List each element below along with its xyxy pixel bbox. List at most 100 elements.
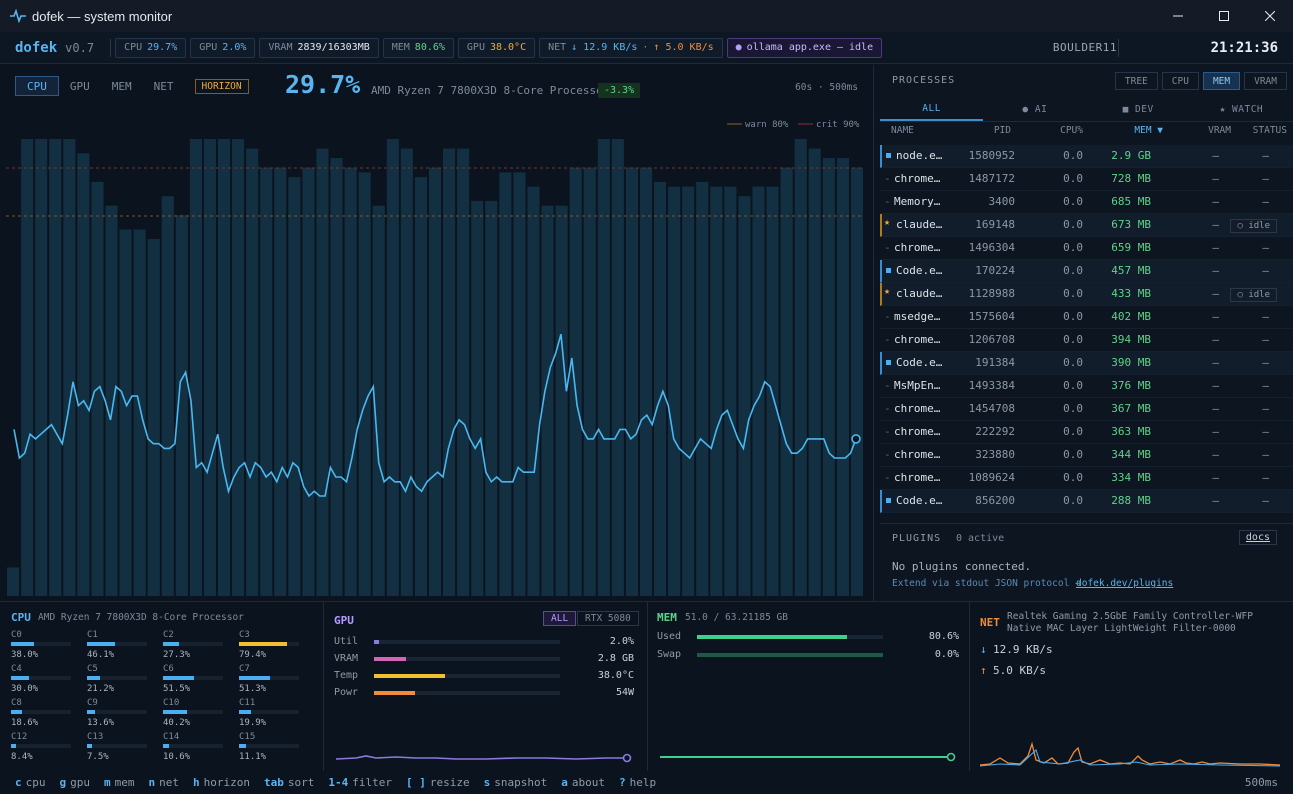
- vram-stat-value: 2839/16303MB: [297, 42, 370, 53]
- tab-gpu[interactable]: GPU: [69, 79, 90, 93]
- chart-bar: [569, 167, 582, 596]
- vram-stat-pill[interactable]: VRAM 2839/16303MB: [259, 37, 379, 58]
- keybind-cpu[interactable]: c cpu: [15, 776, 60, 789]
- keybind-mem[interactable]: m mem: [104, 776, 149, 789]
- docs-button[interactable]: docs: [1238, 530, 1277, 545]
- process-row[interactable]: - chrome… 1496304 0.0 659 MB — —: [880, 237, 1293, 260]
- col-vram[interactable]: VRAM: [1208, 125, 1231, 136]
- process-vram: —: [1212, 218, 1219, 231]
- keybind-about[interactable]: a about: [561, 776, 619, 789]
- chart-bar: [218, 139, 231, 596]
- col-cpu[interactable]: CPU%: [1060, 125, 1083, 136]
- chart-bar: [232, 139, 245, 596]
- keybind-resize[interactable]: [ ] resize: [406, 776, 484, 789]
- view-mem-button[interactable]: MEM: [1202, 72, 1241, 90]
- tab-mem[interactable]: MEM: [111, 79, 132, 93]
- horizon-toggle[interactable]: HORIZON: [194, 78, 249, 94]
- chart-bar: [541, 205, 554, 596]
- keybind-gpu[interactable]: g gpu: [60, 776, 105, 789]
- net-panel: NET Realtek Gaming 2.5GbE Family Control…: [970, 601, 1293, 771]
- col-pid[interactable]: PID: [993, 125, 1011, 136]
- process-mem: 2.9 GB: [1111, 149, 1151, 162]
- mem-stat-pill[interactable]: MEM 80.6%: [382, 37, 454, 58]
- core-id: C4: [11, 664, 22, 674]
- filter-all[interactable]: ALL: [880, 98, 984, 121]
- cpu-stat-pill[interactable]: CPU 29.7%: [115, 37, 187, 58]
- close-button[interactable]: [1247, 0, 1293, 32]
- divider: [1118, 38, 1119, 57]
- process-status-badge: ○ idle: [1230, 288, 1277, 302]
- chart-bar: [625, 167, 638, 596]
- process-row[interactable]: - chrome… 1454708 0.0 367 MB — —: [880, 398, 1293, 421]
- process-row[interactable]: - chrome… 1089624 0.0 334 MB — —: [880, 467, 1293, 490]
- gpu-all-button[interactable]: ALL: [543, 611, 577, 626]
- process-row[interactable]: - MsMpEn… 1493384 0.0 376 MB — —: [880, 375, 1293, 398]
- view-vram-button[interactable]: VRAM: [1244, 72, 1287, 90]
- gpu-temp-pill[interactable]: GPU 38.0°C: [457, 37, 536, 58]
- gpu-metric-value: 54W: [615, 687, 634, 698]
- process-row[interactable]: - chrome… 222292 0.0 363 MB — —: [880, 421, 1293, 444]
- core-percent: 8.4%: [11, 752, 33, 762]
- gpu-rtx-button[interactable]: RTX 5080: [577, 611, 639, 626]
- keybind-help[interactable]: ? help: [619, 776, 670, 789]
- process-name: chrome…: [894, 471, 941, 484]
- maximize-button[interactable]: [1201, 0, 1247, 32]
- cpu-big-percent: 29.7%: [285, 70, 361, 99]
- core-percent: 27.3%: [163, 650, 191, 660]
- chart-bar: [682, 186, 695, 596]
- chart-bar: [724, 186, 737, 596]
- view-tree-button[interactable]: TREE: [1114, 72, 1158, 90]
- process-status: —: [1262, 195, 1269, 208]
- process-row[interactable]: Code.e… 170224 0.0 457 MB — —: [880, 260, 1293, 283]
- process-row[interactable]: - msedge… 1575604 0.0 402 MB — —: [880, 306, 1293, 329]
- chart-bar: [429, 167, 442, 596]
- core-bar: [11, 642, 71, 646]
- process-row[interactable]: Code.e… 191384 0.0 390 MB — —: [880, 352, 1293, 375]
- process-row[interactable]: - chrome… 1206708 0.0 394 MB — —: [880, 329, 1293, 352]
- chart-bar: [358, 172, 371, 596]
- gpu-stat-pill[interactable]: GPU 2.0%: [190, 37, 256, 58]
- keybind-horizon[interactable]: h horizon: [193, 776, 264, 789]
- plugins-link[interactable]: dofek.dev/plugins: [1076, 578, 1174, 589]
- ollama-status-pill[interactable]: ● ollama app.exe — idle: [726, 37, 883, 58]
- view-cpu-button[interactable]: CPU: [1161, 72, 1199, 90]
- col-mem[interactable]: MEM ▼: [1134, 125, 1163, 136]
- process-table-body: node.e… 1580952 0.0 2.9 GB — — - chrome… 1487172…: [880, 145, 1293, 513]
- keybind-key: g: [59, 776, 67, 789]
- gpu-metric-row: Powr 54W: [334, 687, 634, 701]
- process-status: —: [1262, 379, 1269, 392]
- core-id: C1: [87, 630, 98, 640]
- process-row[interactable]: node.e… 1580952 0.0 2.9 GB — —: [880, 145, 1293, 168]
- gpu-metric-bar: [374, 674, 560, 678]
- filter-ai[interactable]: ● AI: [1022, 104, 1048, 115]
- process-cpu: 0.0: [1063, 379, 1083, 392]
- tab-cpu[interactable]: CPU: [15, 76, 59, 96]
- gpu-metric-bar: [374, 640, 560, 644]
- col-status[interactable]: STATUS: [1252, 125, 1287, 136]
- filter-dev[interactable]: ■ DEV: [1122, 104, 1154, 115]
- keybind-snapshot[interactable]: s snapshot: [484, 776, 562, 789]
- minimize-button[interactable]: [1155, 0, 1201, 32]
- process-row[interactable]: ★ claude… 169148 0.0 673 MB — ○ idle: [880, 214, 1293, 237]
- process-row[interactable]: Code.e… 856200 0.0 288 MB — —: [880, 490, 1293, 513]
- filter-watch[interactable]: ★ WATCH: [1219, 104, 1264, 115]
- chart-bar: [246, 148, 259, 596]
- row-bullet-icon: -: [884, 379, 891, 392]
- core-id: C15: [239, 732, 256, 742]
- core-percent: 18.6%: [11, 718, 39, 728]
- core-id: C10: [163, 698, 180, 708]
- process-row[interactable]: - chrome… 323880 0.0 344 MB — —: [880, 444, 1293, 467]
- keybind-filter[interactable]: 1-4 filter: [328, 776, 406, 789]
- process-row[interactable]: - chrome… 1487172 0.0 728 MB — —: [880, 168, 1293, 191]
- window-title: dofek — system monitor: [32, 8, 173, 24]
- net-stat-pill[interactable]: NET ↓ 12.9 KB/s · ↑ 5.0 KB/s: [539, 37, 723, 58]
- gpu-metric-label: Powr: [334, 687, 359, 698]
- tab-net[interactable]: NET: [153, 79, 174, 93]
- keybind-sort[interactable]: tab sort: [264, 776, 328, 789]
- process-row[interactable]: - Memory… 3400 0.0 685 MB — —: [880, 191, 1293, 214]
- keybind-net[interactable]: n net: [149, 776, 194, 789]
- mem-used-fill: [697, 635, 847, 639]
- process-row[interactable]: ★ claude… 1128988 0.0 433 MB — ○ idle: [880, 283, 1293, 306]
- col-name[interactable]: NAME: [891, 125, 914, 136]
- chart-bar: [611, 139, 624, 596]
